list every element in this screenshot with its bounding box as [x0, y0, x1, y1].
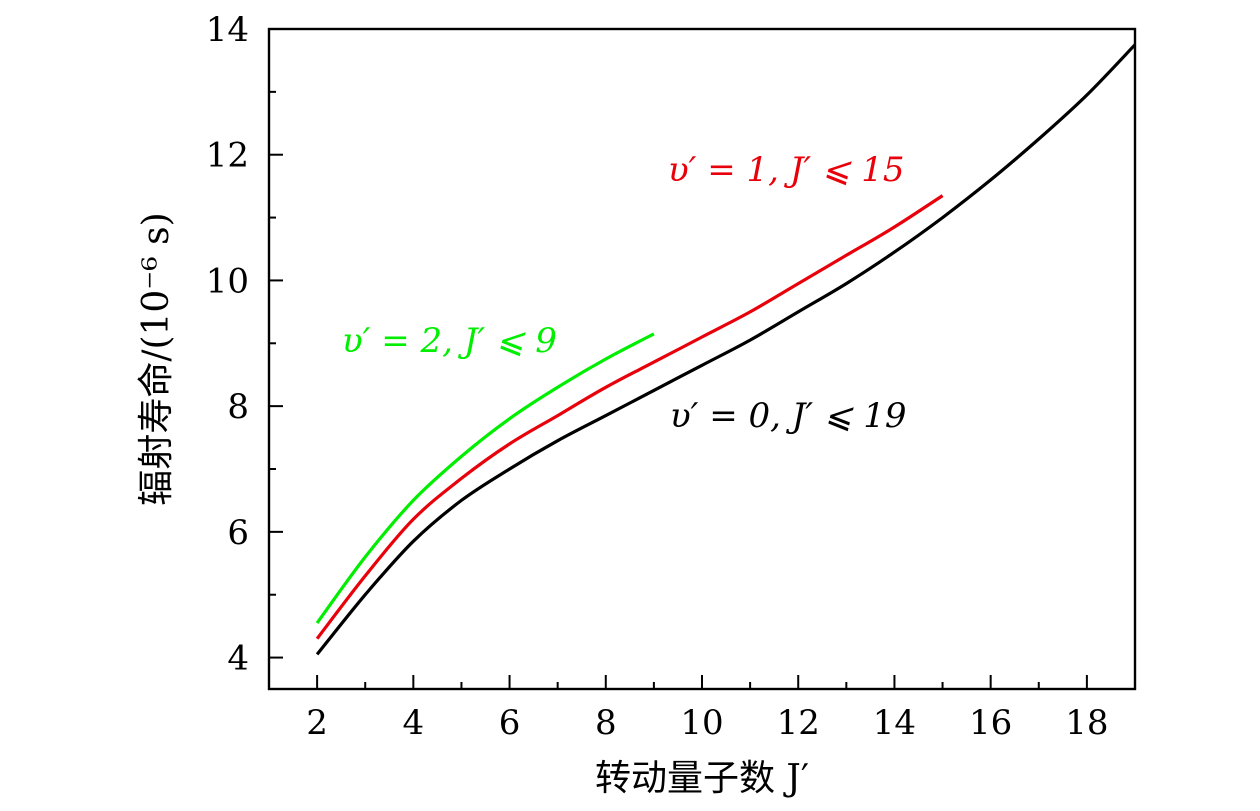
series-line-1 — [315, 194, 944, 640]
x-axis-label: 转动量子数 J′ — [595, 758, 809, 799]
y-tick-label: 6 — [227, 513, 249, 553]
series-label-0: υ′ = 0, J′ ⩽ 19 — [670, 396, 906, 436]
plot-frame — [267, 27, 1137, 691]
series-line-0 — [315, 43, 1137, 656]
x-tick-label: 4 — [403, 703, 425, 743]
x-tick-label: 6 — [499, 703, 521, 743]
labels-layer: 2 4 6 8 10 12 14 16 18 4 6 8 10 12 14 υ′ = 0, J′ ⩽ 19 υ′… — [206, 10, 1109, 743]
x-tick-label: 18 — [1065, 703, 1108, 743]
x-tick-label: 2 — [306, 703, 328, 743]
series-line-2 — [315, 332, 655, 624]
y-tick-label: 10 — [206, 261, 249, 301]
x-tick-label: 8 — [595, 703, 617, 743]
series-label-2: υ′ = 2, J′ ⩽ 9 — [342, 321, 557, 361]
series-label-1: υ′ = 1, J′ ⩽ 15 — [668, 150, 904, 190]
x-tick-label: 12 — [777, 703, 820, 743]
curves-layer — [315, 43, 1137, 656]
y-tick-label: 12 — [206, 136, 249, 176]
x-tick-label: 10 — [680, 703, 723, 743]
x-tick-label: 16 — [969, 703, 1012, 743]
x-tick-label: 14 — [873, 703, 916, 743]
y-tick-label: 4 — [227, 639, 249, 679]
y-tick-label: 8 — [227, 387, 249, 427]
y-axis-label: 辐射寿命/(10⁻⁶ s) — [136, 212, 177, 505]
y-tick-label: 14 — [206, 10, 249, 50]
